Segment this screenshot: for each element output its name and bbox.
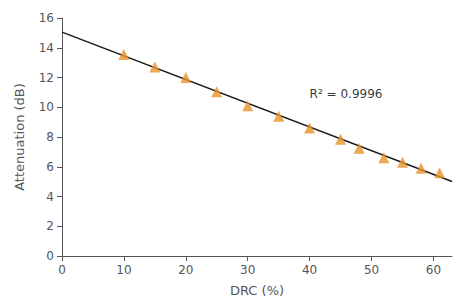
- svg-text:2: 2: [46, 219, 54, 233]
- svg-text:DRC (%): DRC (%): [230, 283, 284, 298]
- svg-text:40: 40: [302, 263, 317, 277]
- svg-text:0: 0: [58, 263, 66, 277]
- svg-text:20: 20: [178, 263, 193, 277]
- svg-text:10: 10: [39, 100, 54, 114]
- svg-text:Attenuation (dB): Attenuation (dB): [12, 83, 27, 191]
- svg-text:12: 12: [39, 71, 54, 85]
- svg-text:14: 14: [39, 41, 54, 55]
- svg-text:4: 4: [46, 190, 54, 204]
- svg-text:8: 8: [46, 130, 54, 144]
- svg-text:50: 50: [364, 263, 379, 277]
- svg-text:0: 0: [46, 249, 54, 263]
- svg-text:30: 30: [240, 263, 255, 277]
- svg-text:6: 6: [46, 160, 54, 174]
- svg-text:16: 16: [39, 11, 54, 25]
- svg-text:10: 10: [116, 263, 131, 277]
- svg-text:R² = 0.9996: R² = 0.9996: [310, 87, 383, 101]
- svg-text:60: 60: [426, 263, 441, 277]
